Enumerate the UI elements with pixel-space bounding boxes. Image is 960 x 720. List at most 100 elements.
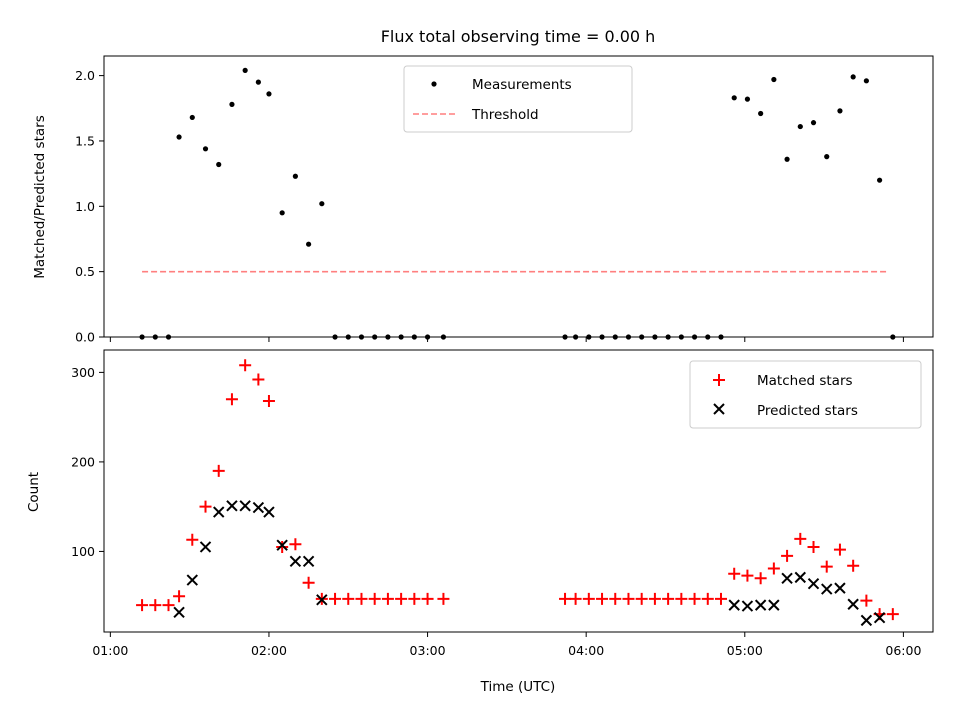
measurements-point-7 [229,101,235,107]
predicted-stars-point-5 [239,500,251,512]
measurements-point-5 [202,146,209,152]
matched-stars-point-23 [437,592,450,605]
predicted-stars-point-1 [186,574,199,586]
matched-stars-point-22 [421,592,434,605]
predicted-stars-point-0 [173,606,185,619]
x-axis-label: Time (UTC) [480,679,556,695]
predicted-stars-point-3 [213,506,225,518]
measurements-point-4 [189,114,195,121]
measurements-point-14 [319,201,325,207]
matched-stars-point-31 [648,592,661,605]
matched-stars-point-49 [886,608,899,621]
matched-stars-point-9 [252,373,265,386]
predicted-stars-point-22 [860,614,873,627]
y-tick-label: 1.0 [75,199,95,214]
x-tick-label: 05:00 [727,643,763,658]
matched-stars-point-6 [212,464,225,477]
bottom-legend: Matched stars Predicted stars [689,360,922,429]
matched-stars-point-46 [847,559,860,572]
matched-stars-point-5 [199,500,212,513]
matched-stars-point-33 [675,592,688,605]
bottom-axis-ticks: 01:00 02:00 03:00 04:00 05:00 06:00 100 200 300 [71,365,921,658]
predicted-stars-point-23 [873,611,886,624]
predicted-stars-point-10 [302,555,315,567]
predicted-stars-point-17 [794,571,807,584]
legend-matched-marker [713,374,725,386]
matched-stars-point-3 [173,590,186,603]
matched-stars-point-16 [342,592,355,605]
predicted-stars-point-14 [754,599,767,611]
matched-stars-point-4 [186,533,199,546]
matched-stars-point-13 [302,576,315,589]
top-axes-frame [103,55,934,338]
chart-title: Flux total observing time = 0.00 h [381,27,656,46]
legend-threshold-label: Threshold [471,107,539,123]
x-tick-label: 04:00 [568,643,604,658]
legend-measurements-label: Measurements [472,77,572,93]
measurements-point-39 [758,110,764,117]
top-y-axis-label: Matched/Predicted stars [32,115,48,278]
matched-stars-point-2 [162,599,175,612]
predicted-stars-point-20 [834,582,846,594]
measurements-point-45 [837,108,843,114]
matched-stars-point-30 [635,592,648,605]
matched-stars-point-12 [289,538,302,551]
measurements-point-6 [216,161,222,168]
matched-stars-point-18 [368,592,381,605]
predicted-stars-point-15 [768,599,780,611]
x-tick-label: 02:00 [251,643,287,658]
predicted-stars-point-16 [781,572,793,584]
measurements-point-38 [744,96,751,102]
predicted-stars-point-9 [289,555,302,567]
matched-stars-point-11 [276,540,289,553]
predicted-stars-point-2 [199,541,212,553]
measurements-point-41 [784,156,790,162]
measurements-point-10 [266,91,272,97]
measurements-point-46 [850,74,856,80]
matched-stars-point-20 [395,592,408,605]
predicted-stars-point-7 [263,506,275,518]
predicted-stars-point-12 [728,599,740,611]
y-tick-label: 200 [71,454,95,469]
measurements-point-8 [242,67,248,73]
predicted-stars-point-4 [226,500,238,512]
bottom-axes-frame [103,349,934,633]
matched-stars-point-36 [714,592,727,605]
x-tick-label: 01:00 [92,643,128,658]
matched-stars-point-44 [820,560,833,573]
matched-stars-point-34 [688,592,701,605]
top-legend: Measurements Threshold [403,65,633,133]
matched-stars-point-17 [355,592,368,605]
matched-stars-point-39 [754,572,767,585]
y-tick-label: 1.5 [75,133,95,148]
matched-stars-point-47 [860,594,873,607]
matched-stars-point-1 [149,599,162,612]
matched-stars-point-26 [582,592,595,605]
matched-stars-point-8 [239,359,252,372]
matched-stars-point-19 [381,592,394,605]
y-tick-label: 0.0 [75,330,95,345]
y-tick-label: 0.5 [75,264,95,279]
top-axis-ticks: 0.0 0.5 1.0 1.5 2.0 [75,68,904,345]
predicted-stars-point-11 [316,594,328,606]
legend-predicted-marker [713,403,725,415]
measurements-point-13 [306,241,312,247]
legend-predicted-label: Predicted stars [757,403,858,419]
measurements-point-3 [176,134,182,140]
matched-stars-point-10 [262,395,275,408]
bottom-legend-box [689,360,922,429]
matched-stars-point-28 [609,592,622,605]
predicted-stars-point-6 [252,501,265,514]
matched-stars-point-29 [622,592,635,605]
bottom-marks [136,359,899,627]
y-tick-label: 100 [71,544,95,559]
x-tick-label: 06:00 [885,643,921,658]
matched-stars-point-0 [136,599,149,612]
y-tick-label: 300 [71,365,95,380]
top-panel: 0.00.51.01.52.0 Matched/Predicted stars … [32,55,934,345]
top-legend-box [403,65,633,133]
measurements-point-47 [863,78,869,84]
measurements-point-12 [292,173,298,179]
matched-stars-point-15 [329,592,342,605]
